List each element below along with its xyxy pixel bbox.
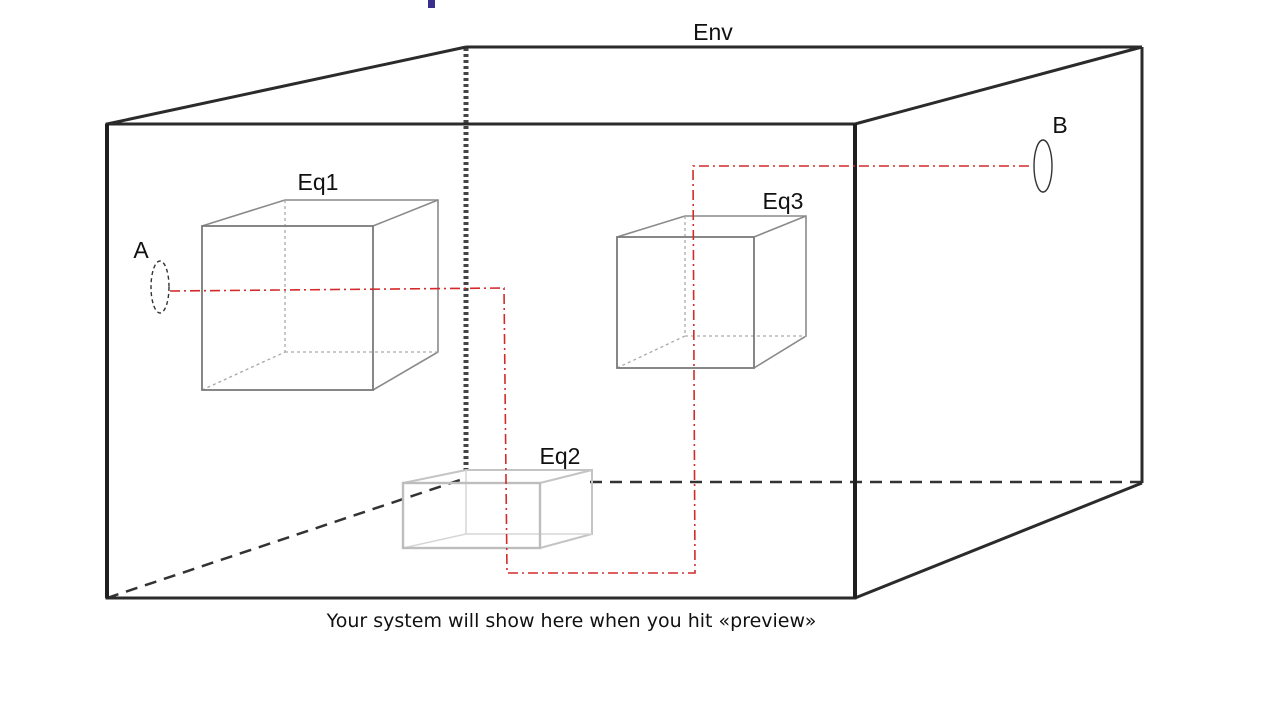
eq2-label: Eq2 [540,443,581,469]
eq1-back-outline [201,199,439,391]
eq2-top-right-edge [539,469,593,484]
equipment-1-box [201,199,439,391]
eq3-front-face [616,236,755,369]
eq1-label: Eq1 [298,169,339,195]
eq2-back-depth [402,533,467,549]
environment-box [105,45,1144,600]
preview-caption: Your system will show here when you hit … [326,610,817,632]
eq1-front-face [201,225,374,391]
eq3-back-outline [616,215,807,369]
eq1-hidden-depth [201,351,286,391]
eq3-top-right-edge [753,215,807,238]
eq2-front-face [401,481,542,550]
equipment-3-box [616,215,807,369]
port-a-label: A [133,237,149,263]
eq3-label: Eq3 [763,188,804,214]
env-top-left-edge [106,45,467,126]
eq1-top-right-edge [372,199,439,227]
connection-path [169,165,1033,574]
env-top-right-edge [854,45,1143,126]
port-a-ellipse [150,260,170,314]
eq2-back-outline [402,469,593,549]
cropped-title-mark [428,0,435,8]
port-b-label: B [1052,112,1067,138]
port-b-ellipse [1033,139,1053,193]
eq3-hidden-depth [616,335,686,369]
env-front-face [105,122,857,600]
env-hidden-floor-edge [106,476,467,600]
env-label: Env [693,19,733,45]
env-bottom-right-edge [854,481,1143,600]
equipment-2-box [401,469,593,550]
